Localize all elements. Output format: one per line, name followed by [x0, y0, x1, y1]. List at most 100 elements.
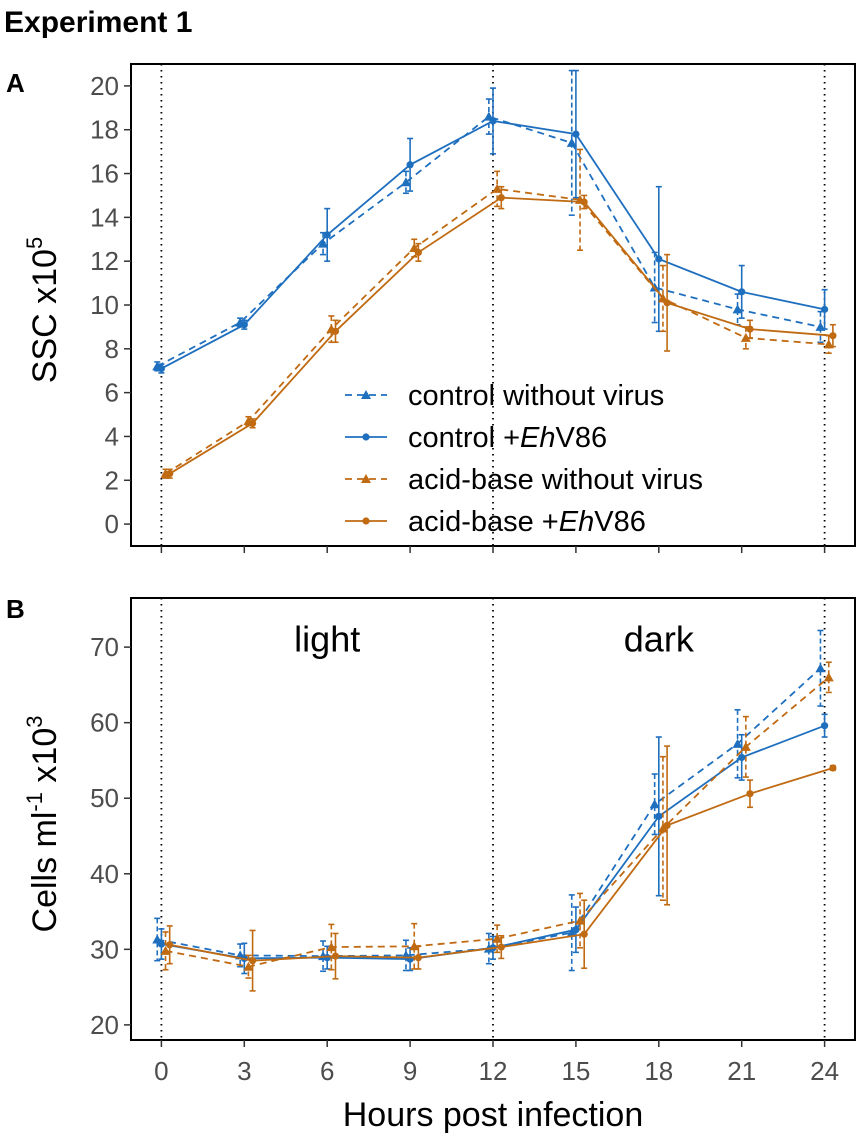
x-tick-label: 15 — [561, 1056, 590, 1086]
panel-b-data-point — [829, 764, 837, 772]
panel-b-data-point — [497, 943, 505, 951]
panel-a-series-4 — [166, 185, 837, 479]
panel-b-series-line — [157, 667, 822, 958]
panel-a-data-point — [323, 231, 331, 239]
panel-b-data-point — [248, 957, 257, 965]
legend-swatch-marker — [361, 474, 371, 483]
panel-a-data-point — [572, 130, 580, 138]
panel-b-data-point — [243, 961, 254, 971]
panel-a-y-tick-label: 18 — [90, 115, 119, 145]
panel-a-data-point — [663, 299, 671, 307]
panel-b-data-point — [663, 821, 671, 830]
panel-a-y-tick-label: 4 — [105, 421, 119, 451]
panel-b-data-point — [160, 945, 171, 955]
panel-b: B Cells ml-1 x103 20 30 40 50 60 70 light dark — [6, 594, 856, 1047]
panel-b-y-tick-label: 60 — [90, 708, 119, 738]
panel-b-y-tick-label: 40 — [90, 859, 119, 889]
panel-b-y-tick-label: 50 — [90, 783, 119, 813]
panel-a-y-tick-label: 12 — [90, 246, 119, 276]
x-tick-label: 18 — [644, 1056, 673, 1086]
panel-b-label: B — [6, 594, 25, 624]
panel-b-y-tick-label: 30 — [90, 934, 119, 964]
panel-b-y-tick-label: 70 — [90, 632, 119, 662]
x-axis: 0 3 6 9 12 15 18 21 24 — [154, 1056, 839, 1086]
panel-a-data-point — [746, 325, 754, 333]
panel-b-data-point — [740, 741, 751, 751]
panel-b-data-point — [575, 915, 586, 925]
panel-b-data-point — [746, 790, 754, 798]
panel-a-y-tick-label: 0 — [105, 509, 119, 539]
x-axis-title: Hours post infection — [343, 1096, 644, 1134]
panel-b-y-tick-label: 20 — [90, 1010, 119, 1040]
panel-a-data-point — [400, 177, 411, 187]
panel-a-data-point — [732, 304, 743, 314]
legend-swatch-marker — [362, 433, 370, 441]
x-tick-label: 21 — [727, 1056, 756, 1086]
figure-title: Experiment 1 — [4, 6, 192, 39]
panel-b-data-point — [331, 952, 340, 960]
panel-a-data-point — [738, 288, 746, 296]
panel-a-y-tick-label: 10 — [90, 290, 119, 320]
panel-a-series-line — [156, 115, 821, 368]
panel-a-data-point — [580, 198, 588, 206]
panel-a-data-point — [318, 238, 329, 248]
panel-b-data-point — [414, 954, 422, 962]
panel-a-y-tick-label: 16 — [90, 159, 119, 189]
panel-a-data-point — [829, 332, 837, 340]
panel-b-annotation-dark: dark — [624, 619, 695, 660]
panel-a-series-2 — [157, 69, 829, 374]
panel-a-plot: 0 2 4 6 8 10 12 14 16 18 20 — [90, 63, 856, 553]
legend-item-2: control +EhV86 — [345, 422, 607, 454]
panel-a-data-point — [821, 305, 829, 313]
panel-b-data-point — [738, 753, 746, 762]
panel-b-series-line — [169, 767, 834, 962]
legend-item-4: acid-base +EhV86 — [345, 506, 646, 538]
legend-swatch-marker — [361, 390, 371, 399]
panel-b-series-4 — [166, 745, 837, 992]
panel-a-y-tick-label: 8 — [105, 334, 119, 364]
panel-b-data-point — [157, 940, 165, 948]
panel-b-data-point — [326, 942, 337, 952]
x-tick-label: 0 — [154, 1056, 168, 1086]
panel-b-data-point — [323, 954, 331, 962]
panel-b-data-point — [732, 738, 743, 748]
panel-a-data-point — [248, 419, 257, 427]
x-tick-label: 24 — [810, 1056, 839, 1086]
panel-b-data-point — [655, 812, 663, 820]
legend-label: acid-base without virus — [408, 464, 703, 496]
legend-swatch-marker — [362, 517, 370, 525]
panel-a-data-point — [331, 327, 340, 335]
panel-a-data-point — [566, 137, 577, 147]
x-tick-label: 12 — [479, 1056, 508, 1086]
panel-b-data-point — [657, 823, 668, 833]
panel-b-data-point — [649, 799, 660, 809]
panel-b-annotation-light: light — [294, 619, 360, 660]
panel-a-y-tick-label: 14 — [90, 202, 119, 232]
panel-b-data-point — [566, 927, 577, 937]
panel-a-data-point — [492, 183, 503, 193]
x-tick-label: 9 — [403, 1056, 417, 1086]
legend: control without virus control +EhV86 acid-… — [345, 380, 703, 538]
panel-a-data-point — [166, 470, 174, 478]
panel-b-data-point — [572, 926, 580, 934]
x-tick-label: 6 — [320, 1056, 334, 1086]
legend-label: control +EhV86 — [408, 422, 607, 454]
panel-a-data-point — [414, 248, 422, 257]
panel-a: A SSC x105 0 2 4 6 8 10 12 14 16 18 20 control wit… — [6, 63, 856, 553]
panel-b-data-point — [823, 672, 834, 682]
panel-b-plot: 20 30 40 50 60 70 light dark — [90, 597, 856, 1047]
panel-b-y-axis-title: Cells ml-1 x103 — [22, 716, 64, 933]
legend-item-1: control without virus — [345, 380, 664, 412]
panel-a-data-point — [240, 321, 248, 329]
panel-a-data-point — [157, 364, 165, 373]
panel-a-y-tick-label: 6 — [105, 378, 119, 408]
legend-label: acid-base +EhV86 — [408, 506, 646, 538]
panel-a-data-point — [740, 332, 751, 342]
panel-b-data-point — [821, 722, 829, 730]
panel-a-series-line — [165, 187, 829, 475]
panel-a-y-axis-title: SSC x105 — [22, 237, 64, 383]
panel-b-data-point — [409, 941, 420, 951]
panel-a-data-point — [655, 255, 663, 263]
panel-b-series-3 — [160, 661, 834, 979]
panel-a-y-tick-label: 2 — [105, 465, 119, 495]
